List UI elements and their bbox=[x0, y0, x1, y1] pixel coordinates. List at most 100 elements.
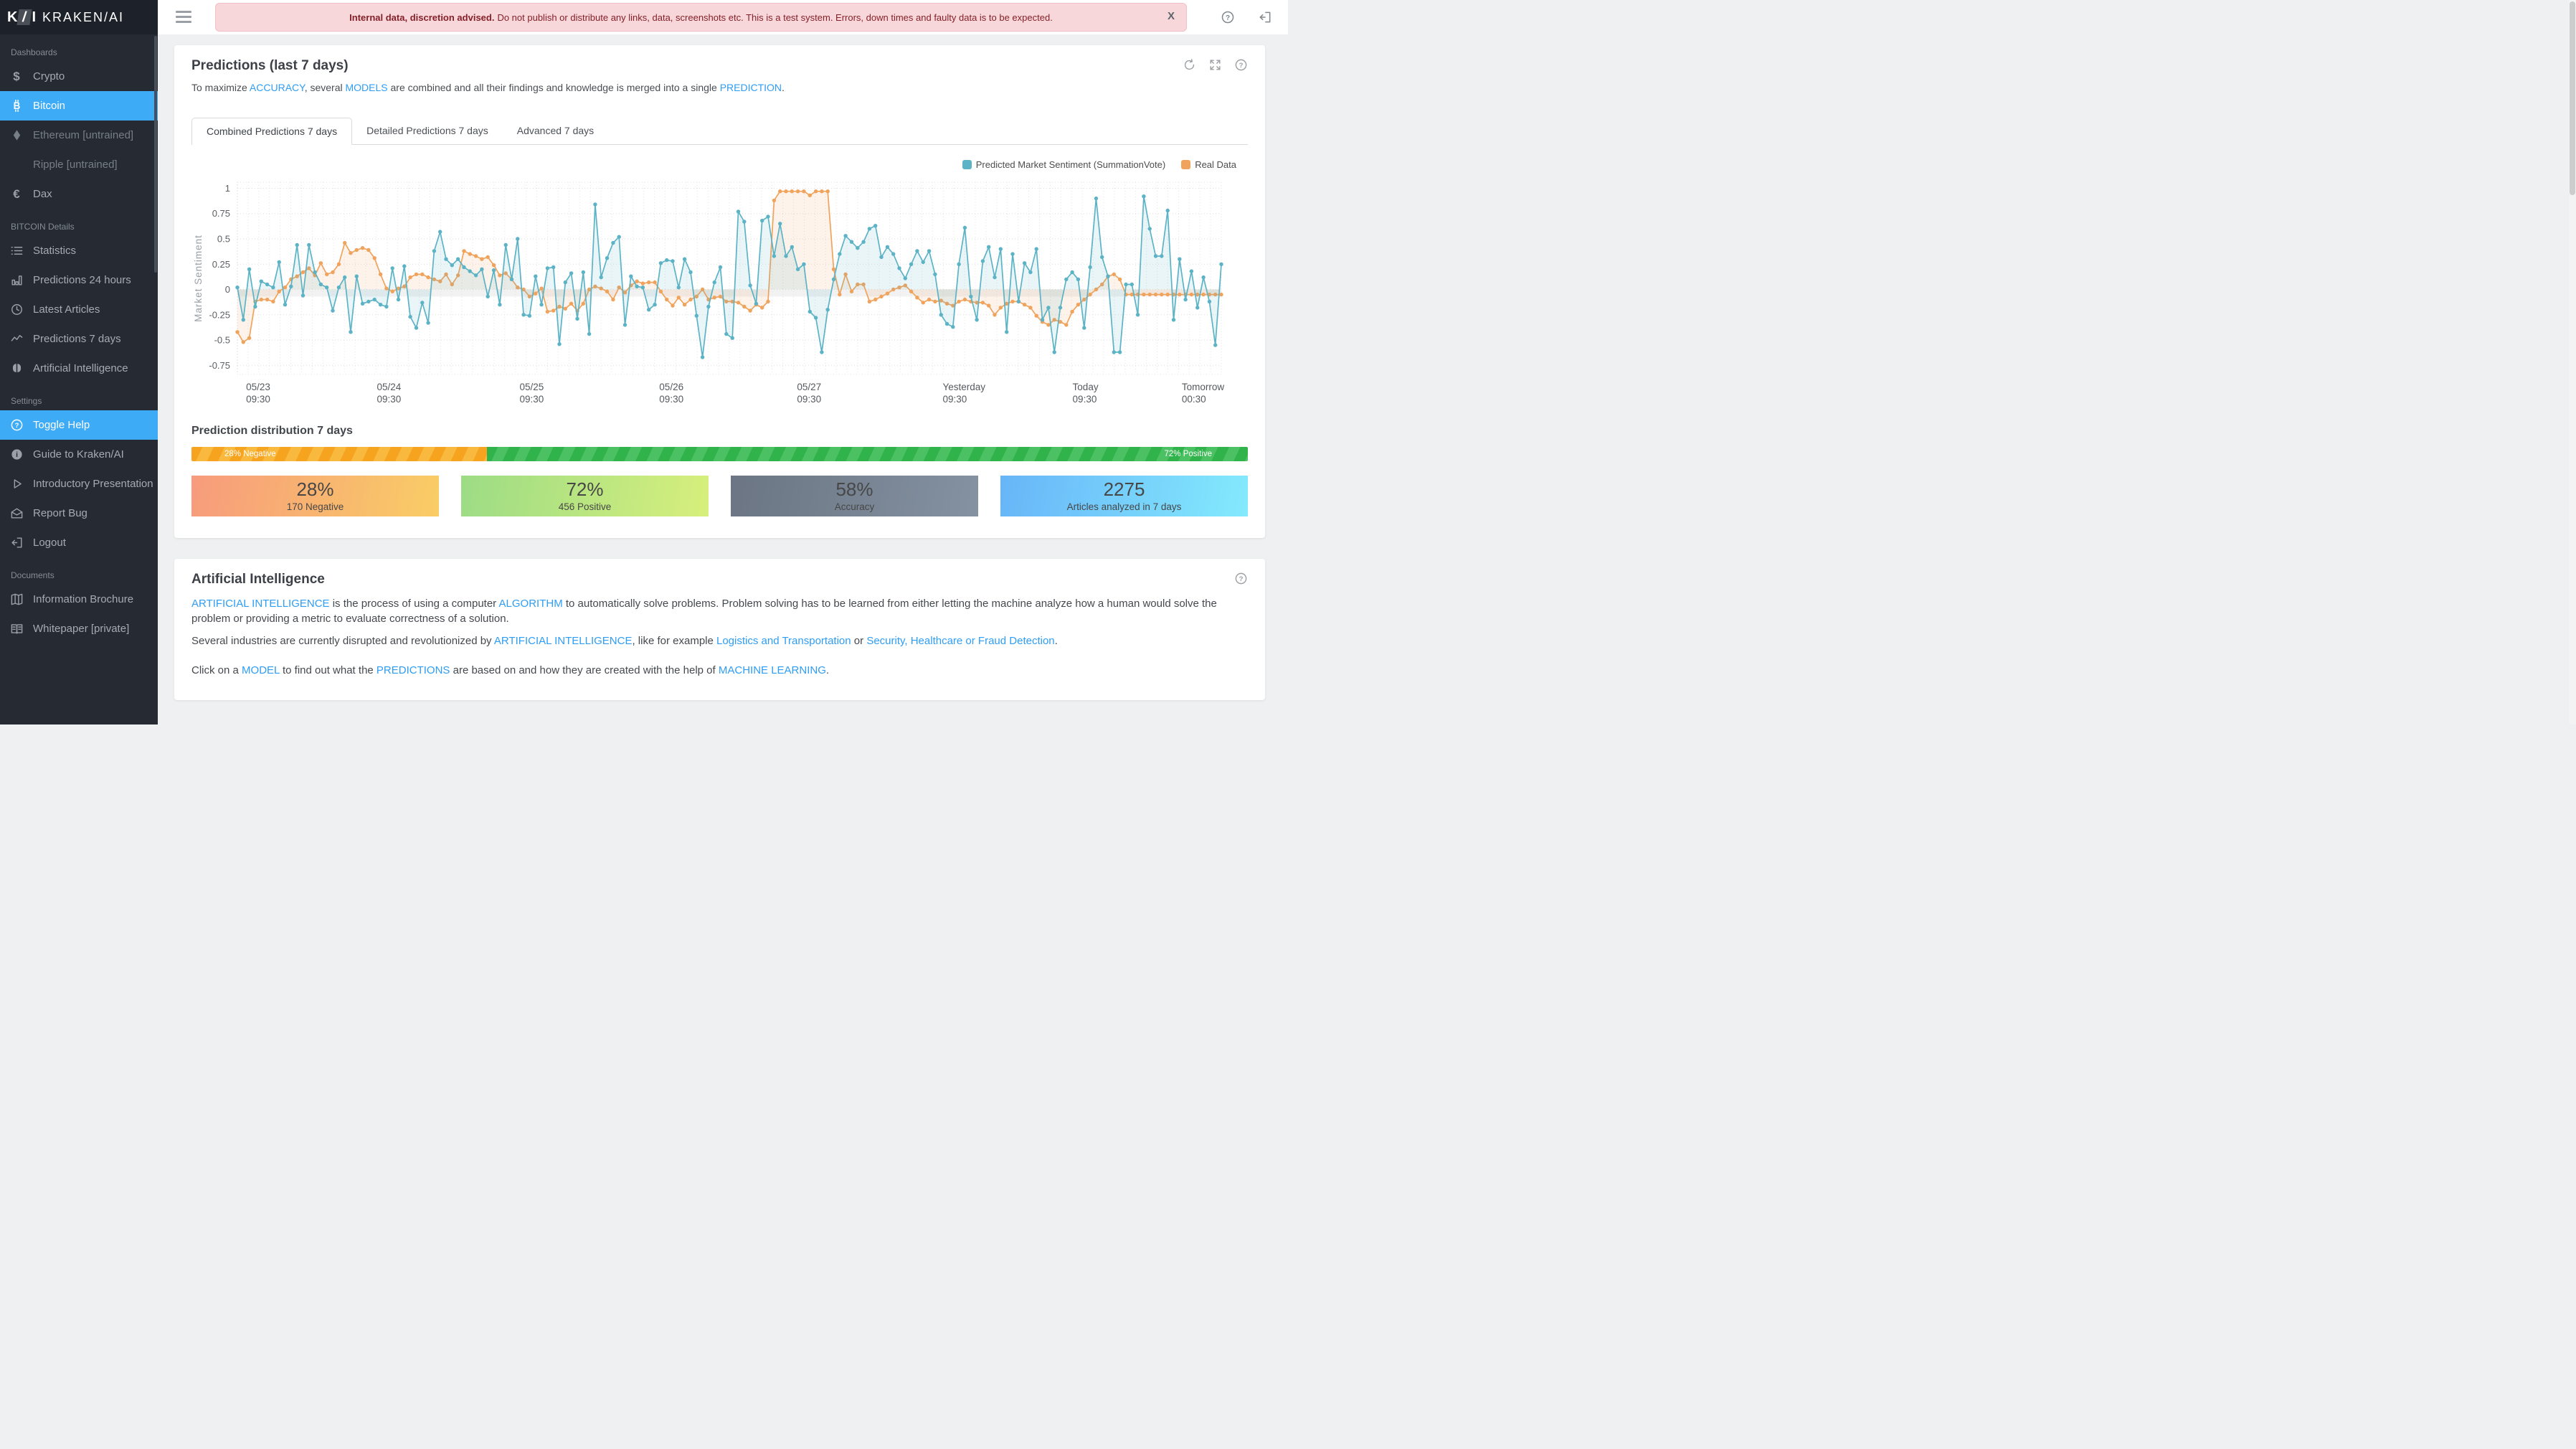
y-tick-label: 0.5 bbox=[217, 233, 230, 244]
sidebar-item-whitepaper-private[interactable]: Whitepaper [private] bbox=[0, 614, 158, 643]
stat-card-articles-analyzed-in-7-days: 2275 Articles analyzed in 7 days bbox=[1000, 476, 1248, 516]
predicted-market-sentiment-summationvote-area bbox=[237, 196, 1221, 357]
svg-text:09:30: 09:30 bbox=[942, 394, 967, 405]
brain-icon bbox=[0, 362, 33, 375]
fullscreen-icon[interactable] bbox=[1208, 58, 1222, 75]
app-logo[interactable]: K / I KRAKEN/AI bbox=[0, 0, 158, 34]
chart-legend: Predicted Market Sentiment (SummationVot… bbox=[191, 159, 1236, 170]
svg-text:?: ? bbox=[1239, 575, 1244, 583]
sidebar-item-label: Artificial Intelligence bbox=[33, 362, 128, 374]
stat-label: Articles analyzed in 7 days bbox=[1066, 501, 1182, 513]
real-data-line bbox=[237, 190, 1221, 344]
sidebar-section-dashboards: Dashboards bbox=[11, 47, 57, 57]
sidebar-item-toggle-help[interactable]: ? Toggle Help bbox=[0, 410, 158, 440]
sidebar-item-label: Bitcoin bbox=[33, 100, 66, 112]
svg-text:?: ? bbox=[1239, 62, 1244, 70]
legend-item-real-data[interactable]: Real Data bbox=[1181, 159, 1236, 170]
sidebar-scrollbar-thumb[interactable] bbox=[154, 36, 157, 273]
tab-combined-predictions-7-days[interactable]: Combined Predictions 7 days bbox=[191, 118, 353, 145]
svg-text:B: B bbox=[13, 100, 20, 111]
refresh-icon[interactable] bbox=[1183, 58, 1196, 75]
banner-text: Do not publish or distribute any links, … bbox=[497, 11, 1053, 23]
link-models[interactable]: MODELS bbox=[345, 82, 388, 93]
link-prediction[interactable]: PREDICTION bbox=[719, 82, 782, 93]
link-artificial-intelligence[interactable]: ARTIFICIAL INTELLIGENCE bbox=[493, 635, 633, 648]
sidebar-item-guide-to-kraken-ai[interactable]: i Guide to Kraken/AI bbox=[0, 440, 158, 469]
stat-card-456-positive: 72% 456 Positive bbox=[461, 476, 709, 516]
predicted-market-sentiment-summationvote-line bbox=[237, 196, 1222, 358]
sidebar-item-dax[interactable]: € Dax bbox=[0, 179, 158, 209]
sidebar-item-label: Dax bbox=[33, 188, 52, 200]
help-icon[interactable]: ? bbox=[1221, 10, 1235, 24]
sidebar-item-crypto[interactable]: $ Crypto bbox=[0, 62, 158, 91]
page-scrollbar[interactable] bbox=[2569, 0, 2576, 724]
sidebar-item-artificial-intelligence[interactable]: Artificial Intelligence bbox=[0, 354, 158, 383]
sidebar: K / I KRAKEN/AI Dashboards $ Crypto B Bitcoi… bbox=[0, 0, 158, 724]
book-icon bbox=[0, 622, 33, 636]
sidebar-item-statistics[interactable]: Statistics bbox=[0, 236, 158, 265]
link-model[interactable]: MODEL bbox=[242, 664, 280, 677]
ai-help-icon[interactable]: ? bbox=[1234, 572, 1248, 589]
ai-paragraph-2: Several industries are currently disrupt… bbox=[191, 635, 1058, 648]
brand-name: KRAKEN/AI bbox=[42, 9, 125, 24]
link-algorithm[interactable]: ALGORITHM bbox=[498, 598, 563, 610]
stat-label: 456 Positive bbox=[558, 501, 612, 513]
logout-icon bbox=[0, 536, 33, 549]
page-scrollbar-thumb[interactable] bbox=[2570, 1, 2575, 195]
legend-item-predicted-market-sentiment-summationvote[interactable]: Predicted Market Sentiment (SummationVot… bbox=[962, 159, 1165, 170]
link-accuracy[interactable]: ACCURACY bbox=[249, 82, 305, 93]
tab-advanced-7-days[interactable]: Advanced 7 days bbox=[516, 125, 595, 136]
play-icon bbox=[0, 477, 33, 491]
predictions-card: Predictions (last 7 days) ? To maximize … bbox=[174, 45, 1265, 538]
x-tick-label: Yesterday bbox=[942, 382, 985, 392]
sidebar-item-label: Guide to Kraken/AI bbox=[33, 448, 124, 461]
banner-close-button[interactable]: X bbox=[1167, 10, 1175, 22]
sidebar-item-report-bug[interactable]: Report Bug bbox=[0, 499, 158, 528]
link-security-healthcare-or-fraud-detection[interactable]: Security, Healthcare or Fraud Detection bbox=[866, 635, 1055, 648]
sidebar-item-introductory-presentation[interactable]: Introductory Presentation bbox=[0, 469, 158, 499]
stat-value: 58% bbox=[835, 478, 873, 500]
sidebar-item-bitcoin[interactable]: B Bitcoin bbox=[0, 91, 158, 121]
sidebar-item-ethereum-untrained[interactable]: Ethereum [untrained] bbox=[0, 121, 158, 150]
euro-icon: € bbox=[13, 187, 20, 201]
link-predictions[interactable]: PREDICTIONS bbox=[376, 664, 450, 677]
sidebar-item-information-brochure[interactable]: Information Brochure bbox=[0, 585, 158, 614]
logout-icon[interactable] bbox=[1258, 10, 1272, 24]
sidebar-item-label: Predictions 7 days bbox=[33, 333, 121, 345]
sidebar-item-label: Logout bbox=[33, 537, 66, 549]
legend-swatch bbox=[1181, 160, 1191, 169]
help-circle-icon: ? bbox=[0, 418, 33, 432]
sidebar-item-predictions-7-days[interactable]: Predictions 7 days bbox=[0, 324, 158, 354]
sidebar-item-latest-articles[interactable]: Latest Articles bbox=[0, 295, 158, 324]
card-help-icon[interactable]: ? bbox=[1234, 58, 1248, 75]
trend-icon bbox=[0, 332, 33, 346]
y-tick-label: 0.25 bbox=[212, 259, 230, 270]
topbar: Internal data, discretion advised. Do no… bbox=[158, 0, 1288, 34]
y-axis-label: Market Sentiment bbox=[193, 235, 204, 322]
sidebar-item-label: Crypto bbox=[33, 70, 65, 82]
banner-bold-text: Internal data, discretion advised. bbox=[349, 11, 495, 23]
tab-detailed-predictions-7-days[interactable]: Detailed Predictions 7 days bbox=[366, 125, 488, 136]
brochure-icon bbox=[0, 593, 33, 606]
link-artificial-intelligence[interactable]: ARTIFICIAL INTELLIGENCE bbox=[191, 598, 330, 610]
sidebar-item-label: Information Brochure bbox=[33, 593, 134, 605]
sidebar-item-label: Whitepaper [private] bbox=[33, 623, 130, 635]
svg-text:09:30: 09:30 bbox=[659, 394, 683, 405]
sentiment-chart[interactable]: 1 0.75 0.5 0.25 0 -0.25 -0.5 -0.75 Market Sentim… bbox=[191, 171, 1248, 410]
hamburger-menu-icon[interactable] bbox=[176, 11, 191, 26]
link-logistics-and-transportation[interactable]: Logistics and Transportation bbox=[716, 635, 851, 648]
x-tick-label: 05/24 bbox=[377, 382, 402, 392]
list-icon bbox=[0, 244, 33, 258]
link-machine-learning[interactable]: MACHINE LEARNING bbox=[718, 664, 826, 677]
sidebar-item-label: Predictions 24 hours bbox=[33, 274, 131, 286]
sidebar-item-ripple-untrained[interactable]: Ripple [untrained] bbox=[0, 150, 158, 179]
stat-label: Accuracy bbox=[834, 501, 875, 513]
sidebar-item-label: Ripple [untrained] bbox=[33, 159, 118, 171]
sidebar-item-label: Report Bug bbox=[33, 507, 87, 519]
sidebar-item-predictions-24-hours[interactable]: Predictions 24 hours bbox=[0, 265, 158, 295]
zero-band bbox=[237, 289, 1221, 297]
stat-value: 28% bbox=[296, 478, 334, 500]
stats-row: 28% 170 Negative 72% 456 Positive 58% Accurac… bbox=[191, 476, 1248, 516]
sidebar-item-logout[interactable]: Logout bbox=[0, 528, 158, 557]
stat-value: 2275 bbox=[1103, 478, 1145, 500]
